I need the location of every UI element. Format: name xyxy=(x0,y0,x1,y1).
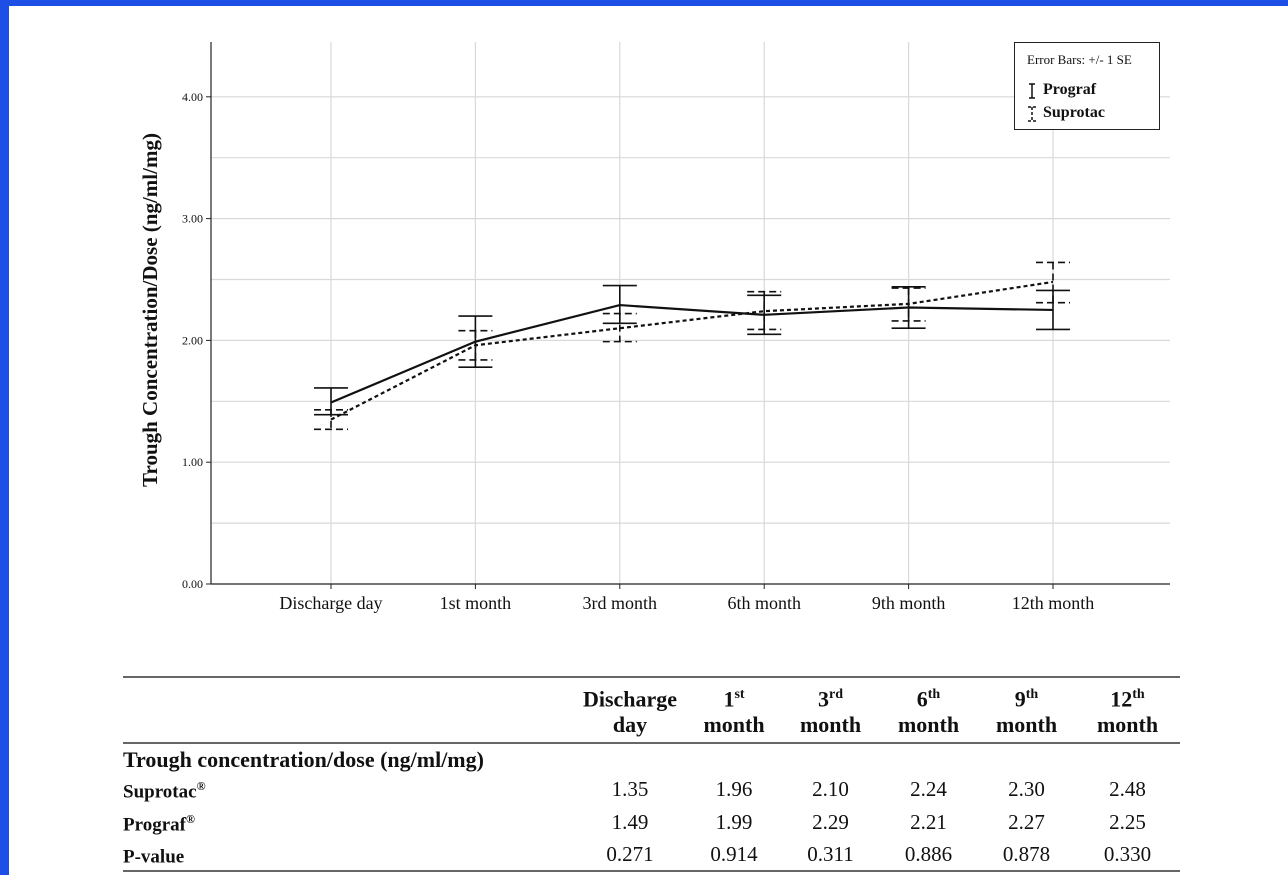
table-section-title: Trough concentration/dose (ng/ml/mg) xyxy=(123,747,484,773)
table-cell: 0.271 xyxy=(606,842,654,867)
table-row-label: Prograf® xyxy=(123,811,195,835)
table-header-cell: 9th month xyxy=(995,686,1058,738)
y-axis-label: Trough Concentration/Dose (ng/ml/mg) xyxy=(138,133,162,487)
table-cell: 0.886 xyxy=(904,842,953,867)
table-row: Prograf® 1.49 1.99 2.29 2.21 2.27 2.25 xyxy=(123,806,1180,838)
tick-labels: 0.00 1.00 2.00 3.00 4.00 Discharge day 1st mon… xyxy=(182,90,1094,613)
series-line-prograf xyxy=(330,303,1054,404)
y-tick-label: 2.00 xyxy=(182,333,203,347)
solid-errorbar-icon xyxy=(1029,83,1035,99)
y-tick-label: 0.00 xyxy=(182,577,203,591)
legend-title: Error Bars: +/- 1 SE xyxy=(1027,52,1132,67)
table-cell: 2.21 xyxy=(910,809,947,834)
table-cell: 1.35 xyxy=(611,777,649,802)
y-tick-label: 1.00 xyxy=(182,455,203,469)
series-line-suprotac xyxy=(330,280,1054,421)
y-tick-label: 3.00 xyxy=(182,212,203,226)
x-tick-label: Discharge day xyxy=(279,593,382,613)
series-lines xyxy=(314,261,1070,431)
axes xyxy=(206,42,1170,589)
table-row-label: Suprotac® xyxy=(123,779,206,803)
table-cell: 2.10 xyxy=(812,777,849,802)
x-tick-label: 12th month xyxy=(1012,593,1095,613)
legend: Error Bars: +/- 1 SE Prograf Suprotac xyxy=(1014,42,1160,130)
table-header-cell: 12th month xyxy=(1096,686,1159,738)
table-cell: 0.914 xyxy=(710,842,758,867)
table-header-blank xyxy=(123,677,574,743)
table-cell: 2.29 xyxy=(812,809,849,834)
table-cell: 0.330 xyxy=(1103,842,1152,867)
table-header-cell: 6th month xyxy=(897,686,960,738)
series-suprotac xyxy=(314,261,1070,431)
table-header-row: Discharge day 1st month 3rd month 6th month … xyxy=(123,677,1180,744)
table-cell: 1.49 xyxy=(611,809,649,834)
legend-label-suprotac: Suprotac xyxy=(1043,104,1105,121)
table-row: Suprotac® 1.35 1.96 2.10 2.24 2.30 2.48 xyxy=(123,773,1180,805)
series-prograf xyxy=(314,284,1070,416)
table-header-cell: Discharge day xyxy=(582,686,678,738)
x-tick-label: 9th month xyxy=(872,593,946,613)
x-tick-label: 6th month xyxy=(727,593,801,613)
table-row: P-value 0.271 0.914 0.311 0.886 0.878 0.… xyxy=(123,838,1180,872)
table-section-row: Trough concentration/dose (ng/ml/mg) xyxy=(123,743,1180,773)
table-header-cell: 1st month xyxy=(703,686,765,738)
dashed-errorbar-icon xyxy=(1028,106,1036,122)
table-header-cell: 3rd month xyxy=(799,686,862,738)
line-chart: 0.00 1.00 2.00 3.00 4.00 Discharge day 1st mon… xyxy=(138,42,1170,613)
table-row-label: P-value xyxy=(123,846,185,868)
x-tick-label: 3rd month xyxy=(583,593,658,613)
table-cell: 0.311 xyxy=(807,842,854,867)
x-tick-label: 1st month xyxy=(440,593,512,613)
legend-label-prograf: Prograf xyxy=(1043,81,1097,98)
y-tick-label: 4.00 xyxy=(182,90,203,104)
table-cell: 2.27 xyxy=(1008,809,1045,834)
table-cell: 1.99 xyxy=(715,809,753,834)
table-cell: 0.878 xyxy=(1002,842,1051,867)
legend-item-suprotac: Suprotac xyxy=(1028,104,1105,122)
table-cell: 2.25 xyxy=(1109,809,1146,834)
table-cell: 2.30 xyxy=(1008,777,1045,802)
table-cell: 1.96 xyxy=(715,777,753,802)
legend-item-prograf: Prograf xyxy=(1029,81,1097,99)
table-cell: 2.48 xyxy=(1109,777,1146,802)
table-cell: 2.24 xyxy=(910,777,947,802)
statistics-table: Discharge day 1st month 3rd month 6th month … xyxy=(123,676,1180,872)
